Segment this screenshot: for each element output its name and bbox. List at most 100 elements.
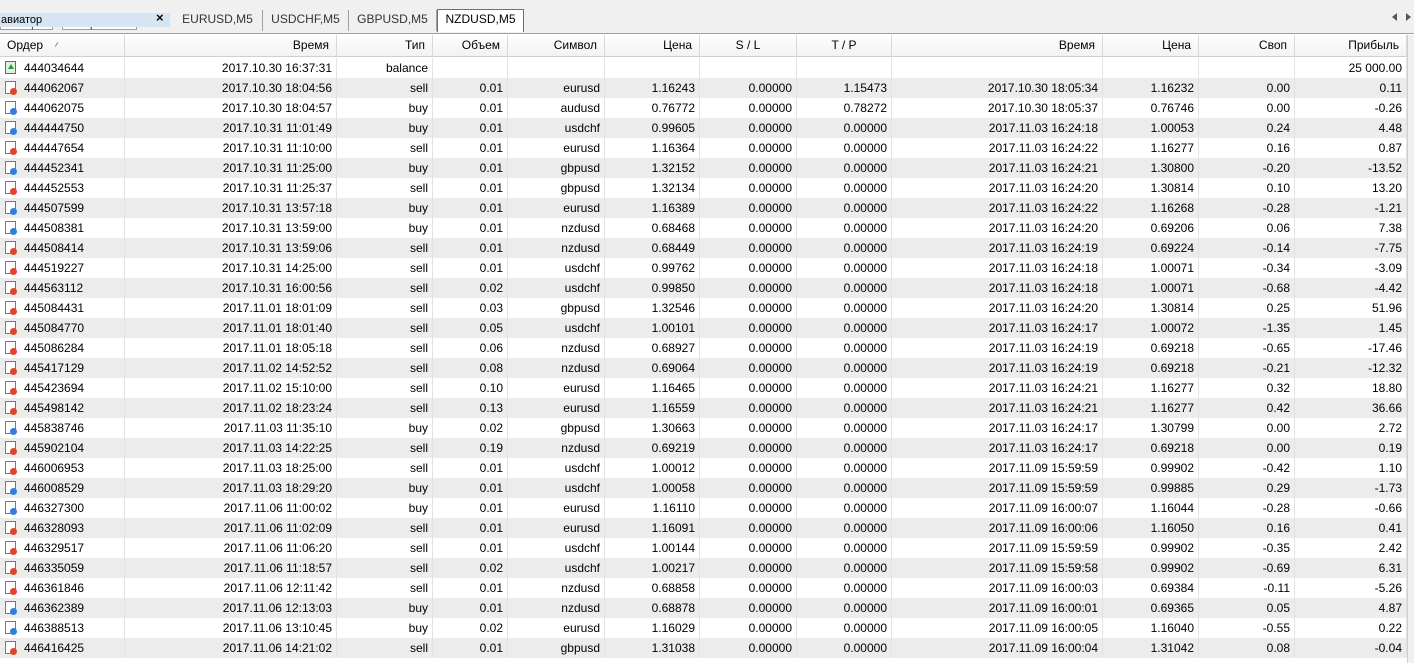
table-row[interactable]: 445084431 2017.11.01 18:01:09 sell 0.03 gbpu…: [0, 298, 1407, 318]
cell-type: balance: [337, 58, 433, 78]
cell-close-time: 2017.11.09 16:00:06: [892, 518, 1103, 538]
cell-open-price: 1.00012: [605, 458, 700, 478]
cell-profit: -0.26: [1295, 98, 1407, 118]
cell-open-price: 1.16029: [605, 618, 700, 638]
cell-profit: -5.26: [1295, 578, 1407, 598]
column-header[interactable]: S / L: [700, 35, 797, 56]
cell-volume: 0.01: [433, 98, 508, 118]
cell-type: sell: [337, 518, 433, 538]
table-row[interactable]: 445838746 2017.11.03 11:35:10 buy 0.02 gbpus…: [0, 418, 1407, 438]
column-header[interactable]: Цена: [1103, 35, 1199, 56]
cell-open-time: 2017.11.06 11:18:57: [125, 558, 337, 578]
chart-tab[interactable]: GBPUSD,M5: [349, 10, 437, 31]
table-row[interactable]: 444062075 2017.10.30 18:04:57 buy 0.01 audus…: [0, 98, 1407, 118]
column-header[interactable]: Время: [892, 35, 1103, 56]
cell-swap: -0.35: [1199, 538, 1295, 558]
cell-open-time: 2017.11.03 14:22:25: [125, 438, 337, 458]
cell-volume: 0.01: [433, 158, 508, 178]
table-row[interactable]: 446008529 2017.11.03 18:29:20 buy 0.01 usdch…: [0, 478, 1407, 498]
table-row[interactable]: 446327300 2017.11.06 11:00:02 buy 0.01 eurus…: [0, 498, 1407, 518]
cell-swap: 0.00: [1199, 438, 1295, 458]
cell-open-time: 2017.11.06 12:11:42: [125, 578, 337, 598]
order-icon: [5, 361, 17, 375]
scroll-left[interactable]: [1392, 13, 1397, 21]
order-icon: [5, 281, 17, 295]
order-icon: [5, 561, 17, 575]
table-row[interactable]: 445423694 2017.11.02 15:10:00 sell 0.10 euru…: [0, 378, 1407, 398]
cell-open-time: 2017.10.31 13:57:18: [125, 198, 337, 218]
table-row[interactable]: 445086284 2017.11.01 18:05:18 sell 0.06 nzdu…: [0, 338, 1407, 358]
cell-close-price: 0.99885: [1103, 478, 1199, 498]
cell-close-time: [892, 58, 1103, 78]
column-header[interactable]: T / P: [797, 35, 892, 56]
table-row[interactable]: 445417129 2017.11.02 14:52:52 sell 0.08 nzdu…: [0, 358, 1407, 378]
table-row[interactable]: 444519227 2017.10.31 14:25:00 sell 0.01 usdc…: [0, 258, 1407, 278]
table-row[interactable]: 445084770 2017.11.01 18:01:40 sell 0.05 usdc…: [0, 318, 1407, 338]
cell-symbol: nzdusd: [508, 338, 605, 358]
table-row[interactable]: 445498142 2017.11.02 18:23:24 sell 0.13 euru…: [0, 398, 1407, 418]
cell-swap: 0.06: [1199, 218, 1295, 238]
column-header[interactable]: Символ: [508, 35, 605, 56]
order-dot: [10, 508, 17, 515]
table-row[interactable]: 446335059 2017.11.06 11:18:57 sell 0.02 usdc…: [0, 558, 1407, 578]
cell-open-price: 0.99850: [605, 278, 700, 298]
table-row[interactable]: 446361846 2017.11.06 12:11:42 sell 0.01 nzdu…: [0, 578, 1407, 598]
cell-open-price: 1.00217: [605, 558, 700, 578]
table-row[interactable]: 444563112 2017.10.31 16:00:56 sell 0.02 usdc…: [0, 278, 1407, 298]
cell-swap: -1.35: [1199, 318, 1295, 338]
cell-sl: 0.00000: [700, 558, 797, 578]
cell-open-time: 2017.11.01 18:01:09: [125, 298, 337, 318]
column-header[interactable]: Ордер: [0, 35, 125, 56]
cell-open-time: 2017.10.31 11:25:37: [125, 178, 337, 198]
chart-tab[interactable]: USDCHF,M5: [263, 10, 349, 31]
scroll-right[interactable]: [1406, 13, 1411, 21]
cell-sl: 0.00000: [700, 458, 797, 478]
column-header[interactable]: Тип: [337, 35, 433, 56]
column-header[interactable]: Время: [125, 35, 337, 56]
cell-symbol: audusd: [508, 98, 605, 118]
column-header[interactable]: Своп: [1199, 35, 1295, 56]
cell-order: 444034644: [0, 58, 125, 78]
table-row[interactable]: 444452553 2017.10.31 11:25:37 sell 0.01 gbpu…: [0, 178, 1407, 198]
cell-profit: -0.66: [1295, 498, 1407, 518]
cell-tp: 0.00000: [797, 218, 892, 238]
table-row[interactable]: 444447654 2017.10.31 11:10:00 sell 0.01 euru…: [0, 138, 1407, 158]
chart-tab[interactable]: EURUSD,M5: [173, 10, 263, 31]
table-row[interactable]: 446006953 2017.11.03 18:25:00 sell 0.01 usdc…: [0, 458, 1407, 478]
cell-sl: 0.00000: [700, 238, 797, 258]
cell-volume: 0.01: [433, 118, 508, 138]
table-row[interactable]: 444508414 2017.10.31 13:59:06 sell 0.01 nzdu…: [0, 238, 1407, 258]
cell-symbol: usdchf: [508, 478, 605, 498]
table-row[interactable]: 444507599 2017.10.31 13:57:18 buy 0.01 eurus…: [0, 198, 1407, 218]
cell-volume: 0.01: [433, 218, 508, 238]
table-row[interactable]: 446388513 2017.11.06 13:10:45 buy 0.02 eurus…: [0, 618, 1407, 638]
cell-profit: 36.66: [1295, 398, 1407, 418]
cell-symbol: gbpusd: [508, 418, 605, 438]
cell-close-price: 0.69218: [1103, 358, 1199, 378]
close-button[interactable]: ×: [156, 10, 164, 25]
table-row[interactable]: 446329517 2017.11.06 11:06:20 sell 0.01 usdc…: [0, 538, 1407, 558]
table-row[interactable]: 445902104 2017.11.03 14:22:25 sell 0.19 nzdu…: [0, 438, 1407, 458]
chart-tab[interactable]: NZDUSD,M5: [437, 9, 524, 32]
cell-sl: 0.00000: [700, 278, 797, 298]
table-row[interactable]: 444034644 2017.10.30 16:37:31 balance 25 00…: [0, 58, 1407, 78]
scrollbar[interactable]: [1407, 35, 1414, 663]
cell-close-price: 0.69224: [1103, 238, 1199, 258]
cell-open-time: 2017.11.02 14:52:52: [125, 358, 337, 378]
cell-swap: -0.20: [1199, 158, 1295, 178]
cell-order: 446329517: [0, 538, 125, 558]
table-row[interactable]: 446328093 2017.11.06 11:02:09 sell 0.01 euru…: [0, 518, 1407, 538]
order-dot: [10, 608, 17, 615]
column-header[interactable]: Цена: [605, 35, 700, 56]
table-row[interactable]: 444062067 2017.10.30 18:04:56 sell 0.01 euru…: [0, 78, 1407, 98]
table-row[interactable]: 446416425 2017.11.06 14:21:02 sell 0.01 gbpu…: [0, 638, 1407, 658]
table-row[interactable]: 444452341 2017.10.31 11:25:00 buy 0.01 gbpus…: [0, 158, 1407, 178]
column-header[interactable]: Прибыль: [1295, 35, 1407, 56]
table-row[interactable]: 444444750 2017.10.31 11:01:49 buy 0.01 usdch…: [0, 118, 1407, 138]
table-row[interactable]: 444508381 2017.10.31 13:59:00 buy 0.01 nzdus…: [0, 218, 1407, 238]
cell-profit: -12.32: [1295, 358, 1407, 378]
cell-volume: 0.01: [433, 138, 508, 158]
column-header[interactable]: Объем: [433, 35, 508, 56]
cell-open-price: 1.32152: [605, 158, 700, 178]
table-row[interactable]: 446362389 2017.11.06 12:13:03 buy 0.01 nzdus…: [0, 598, 1407, 618]
